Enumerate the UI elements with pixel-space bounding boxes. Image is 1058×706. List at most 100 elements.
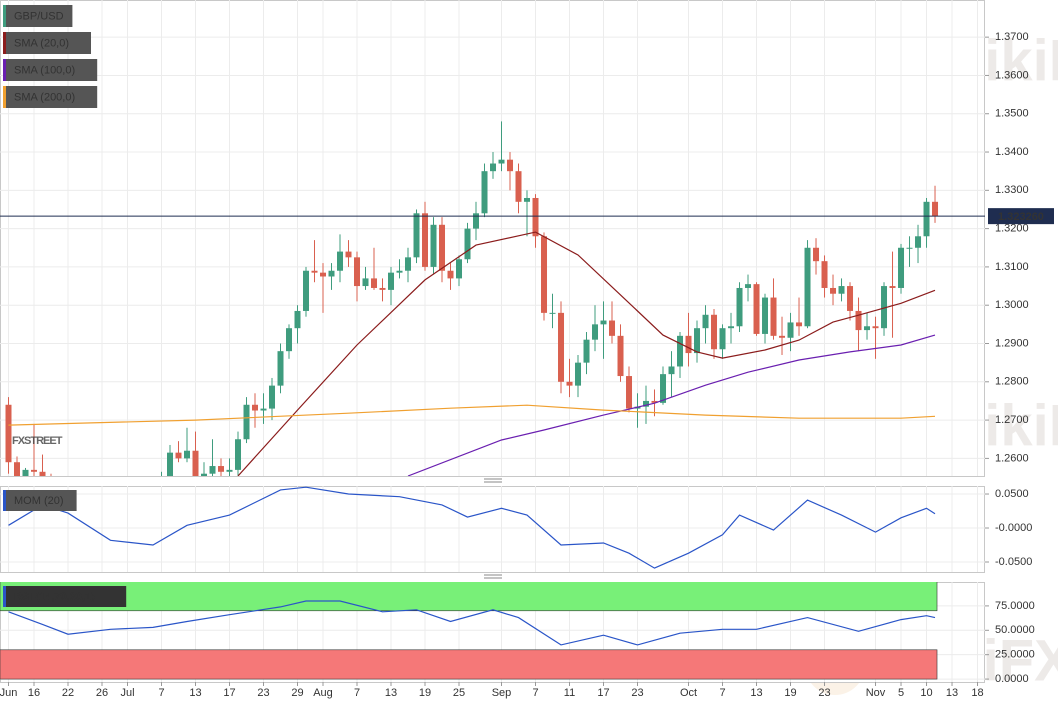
candle-body [685,335,692,354]
x-tick-label: 19 [419,687,431,699]
candle-body [770,297,777,336]
candle-body [396,270,403,273]
candle-body [379,287,386,290]
pane-plot [0,582,985,682]
candle-body [277,351,284,386]
y-tick-label: 1.3500 [995,108,1029,120]
candle-body [864,326,871,331]
candle-body [609,320,616,336]
candle-body [813,247,820,262]
x-tick-label: 7 [354,687,360,699]
candle-body [354,257,361,287]
candle-body [209,466,216,474]
candle-body [388,272,395,290]
legend-box[interactable] [3,86,98,108]
candle-body [498,159,505,164]
candle-body [821,261,828,288]
candle-body [320,272,327,277]
x-tick-label: 17 [223,687,235,699]
legend-label: SMA (100,0) [14,64,75,76]
legend-label: GBP/USD [14,10,64,22]
pane-title-swatch [3,490,6,511]
y-tick-label: -0.0000 [995,522,1032,534]
candle-body [762,297,769,334]
x-tick-label: Jul [120,687,134,699]
legend-label: SMA (200,0) [14,91,75,103]
candle-body [830,287,837,294]
y-tick-label: 1.2700 [995,414,1029,426]
candle-body [643,400,650,407]
candle-body [405,257,412,271]
legend-label: SMA (20,0) [14,37,69,49]
y-tick-label: 1.3000 [995,299,1029,311]
candle-body [22,469,29,476]
candle-body [328,270,335,277]
y-tick-label: 1.3600 [995,69,1029,81]
legend-box[interactable] [3,5,73,27]
candle-body [167,452,174,476]
pane-plot [0,486,985,572]
candle-body [558,312,565,382]
candle-body [651,400,658,403]
y-tick-label: 1.3300 [995,184,1029,196]
legend-box[interactable] [3,32,91,54]
candle-body [677,335,684,367]
candle-body [889,286,896,288]
y-tick-label: 1.3200 [995,223,1029,235]
candle-body [507,159,514,172]
x-tick-label: 23 [257,687,269,699]
y-tick-label: -0.0500 [995,556,1032,568]
x-tick-label: 13 [750,687,762,699]
legend-swatch [3,86,6,108]
line [407,334,936,476]
candle-body [362,278,369,287]
candle-body [243,404,250,440]
candle-body [5,404,12,463]
candle-body [923,201,930,237]
x-tick-label: 7 [158,687,164,699]
candle-body [175,452,182,459]
x-tick-label: 5 [898,687,904,699]
pane [0,486,985,573]
candle-body [617,335,624,377]
candle-body [192,450,199,476]
pane-title-box[interactable] [3,490,77,511]
legend-swatch [3,32,6,54]
candle-body [702,314,709,329]
band [0,582,938,612]
candle-body [524,197,531,202]
legend-swatch [3,5,6,27]
last-price-box [988,208,1054,225]
pane-title-box[interactable] [3,586,127,607]
x-tick-label: 10 [920,687,932,699]
legend-box[interactable] [3,59,98,81]
line [8,404,936,426]
candle-body [481,171,488,214]
line [237,231,936,476]
candle-body [600,320,607,325]
candle-body [915,236,922,248]
pane-plot [0,0,985,476]
x-tick-label: 11 [564,687,575,699]
pane-title: RSI (14,70,30,1) [14,591,95,603]
candle-body [787,322,794,338]
candle-body [711,314,718,350]
x-tick-label: 23 [631,687,643,699]
candle-body [473,213,480,229]
last-price-label: 1.323260 [998,211,1044,223]
candle-body [218,466,225,472]
x-tick-label: 17 [597,687,609,699]
pane-title: MOM (20) [14,495,64,507]
candle-body [226,469,233,472]
candle-body [294,310,301,329]
candle-body [796,322,803,327]
candle-body [728,326,735,329]
candle-body [456,259,463,279]
candle-body [932,201,939,217]
candle-body [201,473,208,476]
candle-body [694,328,701,354]
candle-body [430,224,437,267]
line [8,486,936,569]
candle-body [252,404,259,411]
